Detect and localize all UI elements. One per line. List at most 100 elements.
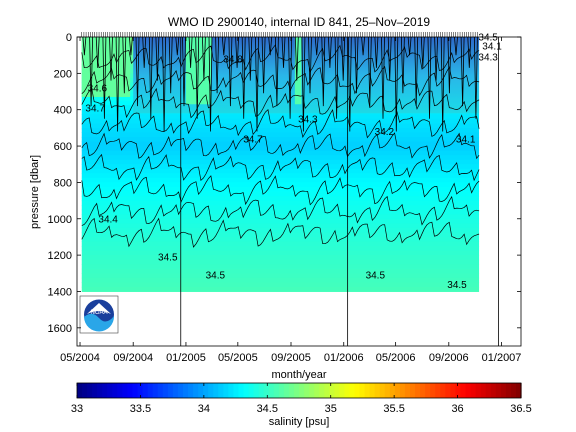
contour-line: [188, 37, 193, 68]
colorbar-segment: [425, 383, 431, 398]
plot-frame: [76, 36, 522, 347]
colorbar-segment: [193, 383, 199, 398]
salinity-band: [81, 118, 480, 124]
colorbar-segment: [188, 383, 194, 398]
colorbar-segment: [389, 383, 396, 398]
colorbar-segment: [460, 383, 467, 398]
colorbar-segment: [167, 383, 174, 398]
contour-line: [281, 37, 286, 68]
contour-line: [288, 37, 292, 119]
contour-line: [235, 37, 239, 68]
contour-line: [155, 37, 160, 81]
colorbar-tick-label: 36: [451, 403, 463, 415]
salinity-band: [81, 164, 480, 170]
salinity-band: [81, 146, 480, 152]
colorbar-segment: [223, 383, 229, 398]
contour-line: [467, 37, 472, 68]
salinity-band: [81, 177, 480, 183]
colorbar-segment: [465, 383, 472, 398]
salinity-band: [81, 286, 480, 292]
contour-line: [81, 132, 480, 160]
colorbar-segment: [182, 383, 189, 398]
contour-label: 34.1: [456, 134, 476, 145]
contour-line: [308, 37, 312, 94]
contour-label: 34.6: [88, 84, 108, 95]
salinity-band: [81, 196, 480, 202]
contour-line: [440, 37, 445, 132]
colorbar-segment: [102, 383, 108, 398]
colorbar-segment: [304, 383, 310, 398]
contour-line: [115, 37, 120, 132]
colorbar-segment: [162, 383, 169, 398]
colorbar-segment: [273, 383, 280, 398]
salinity-band: [81, 114, 480, 120]
contour-line: [255, 37, 259, 132]
y-axis-label: pressure [dbar]: [29, 155, 41, 229]
contour-label: 34.4: [98, 214, 118, 225]
colorbar-segment: [97, 383, 103, 398]
colorbar-segment: [82, 383, 88, 398]
colorbar-segment: [314, 383, 320, 398]
contour-line: [95, 37, 100, 68]
noaa-logo: NOAA: [79, 295, 119, 334]
colorbar-segment: [490, 383, 497, 398]
noaa-logo-text: NOAA: [90, 310, 107, 316]
colorbar-tick-label: 35: [325, 403, 337, 415]
salinity-band: [81, 136, 480, 143]
contour-line: [221, 37, 226, 56]
y-tick-label: 400: [54, 105, 72, 117]
colorbar-segment: [233, 383, 240, 398]
colorbar-segment: [339, 383, 346, 398]
contour-label: 34.1: [482, 42, 502, 53]
salinity-band: [81, 264, 480, 270]
colorbar-segment: [293, 383, 300, 398]
colorbar-segment: [92, 383, 98, 398]
colorbar-segment: [329, 383, 335, 398]
contour-line: [261, 37, 266, 94]
x-tick-label: 01/2006: [324, 352, 364, 364]
colorbar-segment: [147, 383, 154, 398]
colorbar-segment: [268, 383, 275, 398]
x-tick-label: 05/2004: [60, 352, 100, 364]
salinity-band: [81, 273, 480, 279]
y-tick-label: 1200: [48, 250, 72, 262]
x-tick-label: 05/2006: [376, 352, 416, 364]
contour-label: 34.2: [375, 127, 395, 138]
salinity-band: [81, 218, 480, 224]
colorbar-segment: [248, 383, 255, 398]
colorbar-segment: [455, 383, 462, 398]
colorbar-segment: [132, 383, 139, 398]
colorbar-segment: [470, 383, 477, 398]
colorbar-segment: [77, 383, 83, 398]
contour-line: [334, 37, 339, 119]
contour-line: [474, 37, 478, 119]
salinity-band: [81, 173, 480, 179]
colorbar-segment: [228, 383, 235, 398]
contour-line: [321, 37, 326, 107]
y-tick-label: 200: [54, 68, 72, 80]
colorbar-segment: [112, 383, 118, 398]
contour-label: 34.3: [298, 114, 318, 125]
salinity-band: [81, 250, 480, 256]
colorbar-segment: [218, 383, 224, 398]
colorbar-segment: [404, 383, 411, 398]
colorbar-segment: [485, 383, 492, 398]
colorbar-tick-label: 36.5: [510, 403, 531, 415]
contour-line: [401, 37, 405, 94]
contour-line: [89, 37, 93, 107]
colorbar-segment: [500, 383, 507, 398]
contour-label: 34.5: [158, 253, 178, 264]
contour-line: [434, 37, 438, 81]
salinity-band: [81, 209, 480, 215]
salinity-band: [81, 205, 480, 211]
colorbar-segment: [440, 383, 446, 398]
contour-line: [81, 217, 480, 248]
colorbar-segment: [324, 383, 330, 398]
contour-label: 34.5: [447, 280, 467, 291]
colorbar-segment: [213, 383, 219, 398]
colorbar-segment: [238, 383, 245, 398]
colorbar-segment: [420, 383, 426, 398]
contour-line: [82, 37, 87, 56]
